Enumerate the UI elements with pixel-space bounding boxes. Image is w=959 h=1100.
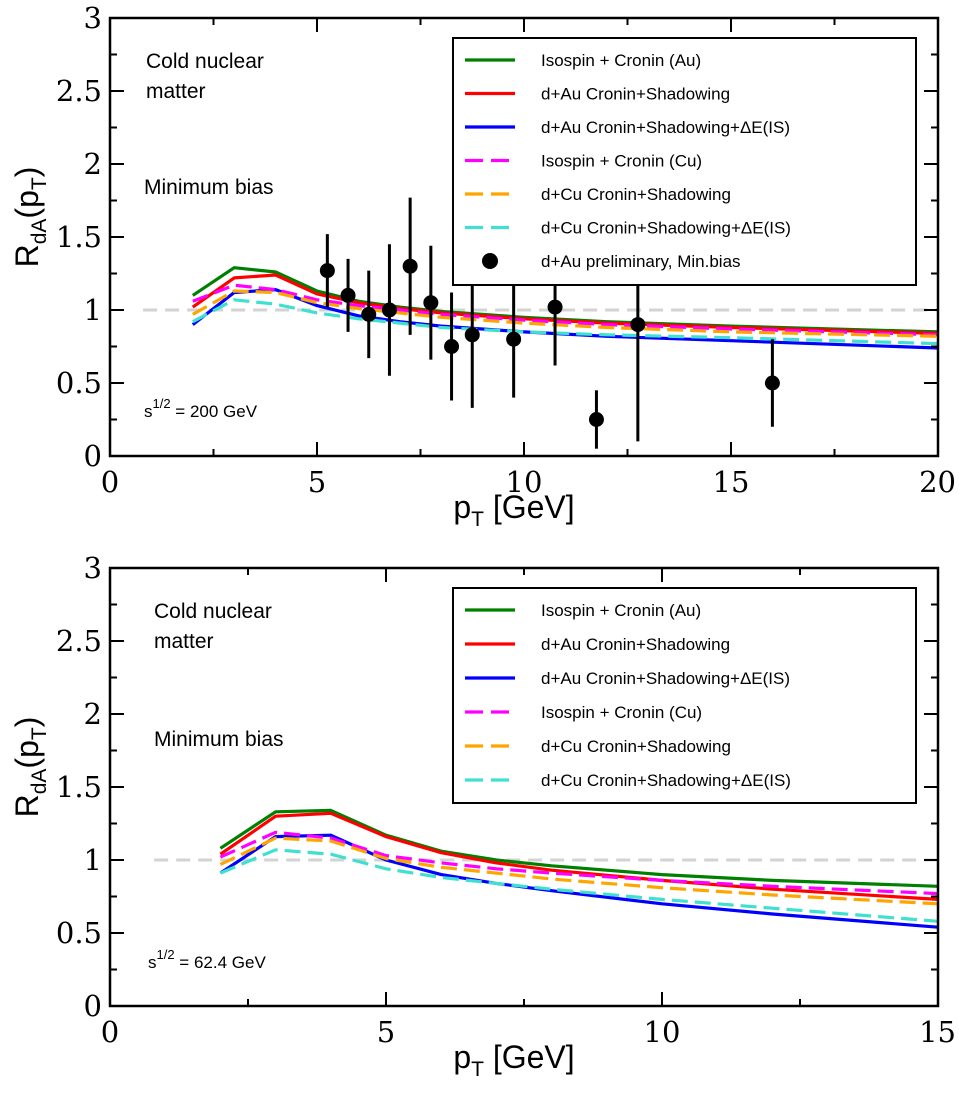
legend-label-2: d+Au Cronin+Shadowing <box>541 85 730 104</box>
energy-value: = 200 GeV <box>171 402 258 421</box>
legend-label-6: d+Cu Cronin+Shadowing+ΔE(IS) <box>541 771 791 790</box>
data-point <box>319 263 335 279</box>
x-tick-label: 15 <box>919 1015 956 1049</box>
data-point <box>402 258 418 274</box>
legend-label-5: d+Cu Cronin+Shadowing <box>541 185 731 204</box>
energy-base: s <box>148 953 157 972</box>
energy-base: s <box>144 402 153 421</box>
x-axis-title: pT [GeV] <box>453 489 574 531</box>
series-line-5 <box>219 836 939 906</box>
energy-sup: 1/2 <box>153 396 171 411</box>
x-tick-label: 0 <box>101 465 119 499</box>
y-axis-title-sub: dA <box>28 219 51 245</box>
y-axis-title-rest-sub: T <box>28 727 51 740</box>
legend-label-6: d+Cu Cronin+Shadowing+ΔE(IS) <box>541 219 791 238</box>
legend-label-7: d+Au preliminary, Min.bias <box>541 252 741 271</box>
energy-value: = 62.4 GeV <box>175 953 267 972</box>
x-tick-label: 5 <box>377 1015 395 1049</box>
y-axis-title-tail: ) <box>9 167 45 178</box>
annotation-centrality: Minimum bias <box>144 176 274 199</box>
y-tick-label: 1.5 <box>56 220 102 254</box>
legend-label-1: Isospin + Cronin (Au) <box>541 51 701 70</box>
y-tick-label: 3 <box>84 551 102 585</box>
y-axis-title-rest: (p <box>9 190 45 218</box>
annotation-cold-line1: Cold nuclear <box>154 600 272 623</box>
series-line-5 <box>192 289 939 338</box>
x-axis-title: pT [GeV] <box>453 1039 574 1081</box>
data-point <box>361 306 377 322</box>
legend-label-1: Isospin + Cronin (Au) <box>541 601 701 620</box>
annotation-energy: s1/2 = 62.4 GeV <box>148 947 266 972</box>
data-point <box>444 339 460 354</box>
legend-label-5: d+Cu Cronin+Shadowing <box>541 737 731 756</box>
data-point <box>630 317 646 333</box>
x-axis-title-main: p <box>453 1039 471 1075</box>
series-line-4 <box>192 283 939 337</box>
y-tick-label: 2 <box>84 697 102 731</box>
data-point <box>340 287 356 303</box>
y-tick-label: 0.5 <box>56 916 102 950</box>
annotation-centrality: Minimum bias <box>154 728 284 751</box>
legend-box <box>452 587 917 804</box>
y-axis-title-sub: dA <box>28 769 51 795</box>
y-axis-title-rest-sub: T <box>28 177 51 190</box>
data-point <box>423 295 439 311</box>
y-tick-label: 1 <box>84 843 102 877</box>
y-axis-title-main: R <box>9 794 45 817</box>
y-tick-label: 1.5 <box>56 770 102 804</box>
legend-label-4: Isospin + Cronin (Cu) <box>541 152 702 171</box>
data-point <box>464 327 480 343</box>
y-tick-label: 0.5 <box>56 366 102 400</box>
y-tick-label: 1 <box>84 293 102 327</box>
y-tick-label: 3 <box>84 1 102 35</box>
data-point <box>506 331 522 347</box>
series-line-6 <box>192 298 939 346</box>
x-axis-title-main: p <box>453 489 471 525</box>
x-tick-label: 20 <box>919 465 956 499</box>
data-point <box>381 302 397 318</box>
energy-sup: 1/2 <box>157 947 175 962</box>
x-tick-label: 5 <box>308 465 326 499</box>
series-line-1 <box>219 808 939 888</box>
x-tick-label: 0 <box>101 1015 119 1049</box>
data-point <box>588 412 604 427</box>
series-line-4 <box>219 830 939 896</box>
y-axis-title: RdA(pT) <box>9 167 51 268</box>
annotation-cold-line2: matter <box>154 630 214 653</box>
y-tick-label: 2.5 <box>56 624 102 658</box>
y-tick-label: 2.5 <box>56 74 102 108</box>
annotation-cold-line2: matter <box>146 80 206 103</box>
data-point <box>764 375 780 391</box>
y-axis-title-main: R <box>9 244 45 267</box>
legend-label-2: d+Au Cronin+Shadowing <box>541 635 730 654</box>
x-tick-label: 10 <box>506 465 543 499</box>
series-line-6 <box>219 848 939 923</box>
y-tick-label: 2 <box>84 147 102 181</box>
x-axis-title-tail: [GeV] <box>484 1039 575 1075</box>
x-axis-title-sub: T <box>471 1058 484 1081</box>
x-axis-title-tail: [GeV] <box>484 489 575 525</box>
legend-box <box>452 37 917 286</box>
legend-label-3: d+Au Cronin+Shadowing+ΔE(IS) <box>541 669 790 688</box>
y-tick-label: 0 <box>84 989 102 1023</box>
legend-marker-points <box>482 253 498 269</box>
y-axis-title: RdA(pT) <box>9 717 51 818</box>
x-tick-label: 15 <box>713 465 750 499</box>
y-axis-title-tail: ) <box>9 717 45 728</box>
annotation-cold-line1: Cold nuclear <box>146 50 264 73</box>
y-tick-label: 0 <box>84 439 102 473</box>
legend-label-3: d+Au Cronin+Shadowing+ΔE(IS) <box>541 118 790 137</box>
data-point <box>547 299 563 315</box>
series-line-2 <box>219 811 939 901</box>
x-tick-label: 10 <box>644 1015 681 1049</box>
y-axis-title-rest: (p <box>9 740 45 768</box>
annotation-energy: s1/2 = 200 GeV <box>144 396 258 421</box>
x-axis-title-sub: T <box>471 508 484 531</box>
legend-label-4: Isospin + Cronin (Cu) <box>541 703 702 722</box>
